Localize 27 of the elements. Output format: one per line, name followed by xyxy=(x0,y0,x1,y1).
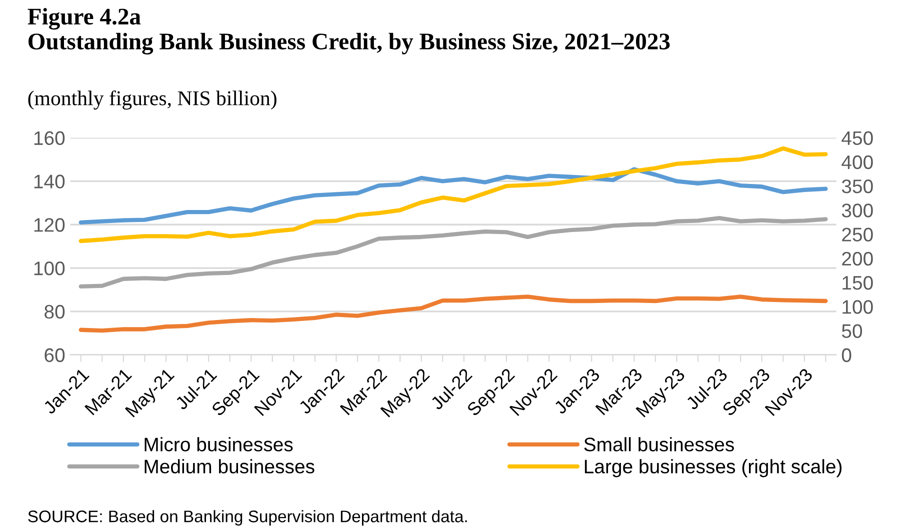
legend-label: Small businesses xyxy=(584,437,734,452)
line-series xyxy=(78,167,828,225)
y2-tick-label: 200 xyxy=(842,252,873,266)
y-tick-label: 160 xyxy=(34,131,65,146)
chart-subtitle: (monthly figures, NIS billion) xyxy=(28,90,276,110)
y2-tick-label: 150 xyxy=(842,276,873,290)
y-tick-label: 80 xyxy=(44,304,65,319)
y2-tick-label: 450 xyxy=(842,131,873,146)
line-series xyxy=(78,146,828,244)
y2-tick-label: 400 xyxy=(842,155,873,170)
y2-tick-label: 100 xyxy=(842,300,873,314)
legend-label: Medium businesses xyxy=(144,459,314,474)
y2-tick-label: 50 xyxy=(842,324,862,338)
legend-label: Micro businesses xyxy=(144,437,293,452)
y-tick-label: 100 xyxy=(34,261,65,276)
y-tick-label: 120 xyxy=(34,218,65,232)
line-series xyxy=(78,294,828,333)
y-tick-label: 60 xyxy=(44,348,65,362)
line-series xyxy=(78,216,828,289)
chart-title: Figure 4.2a Outstanding Bank Business Credit, by Business Size, 2021–2023 xyxy=(28,8,670,54)
y2-tick-label: 0 xyxy=(842,348,852,362)
source-note: SOURCE: Based on Banking Supervision Department data. xyxy=(28,510,467,526)
legend-label: Large businesses (right scale) xyxy=(584,459,842,478)
y2-tick-label: 300 xyxy=(842,204,873,218)
y2-tick-label: 350 xyxy=(842,179,873,194)
y-tick-label: 140 xyxy=(34,174,65,188)
y2-tick-label: 250 xyxy=(842,228,873,242)
